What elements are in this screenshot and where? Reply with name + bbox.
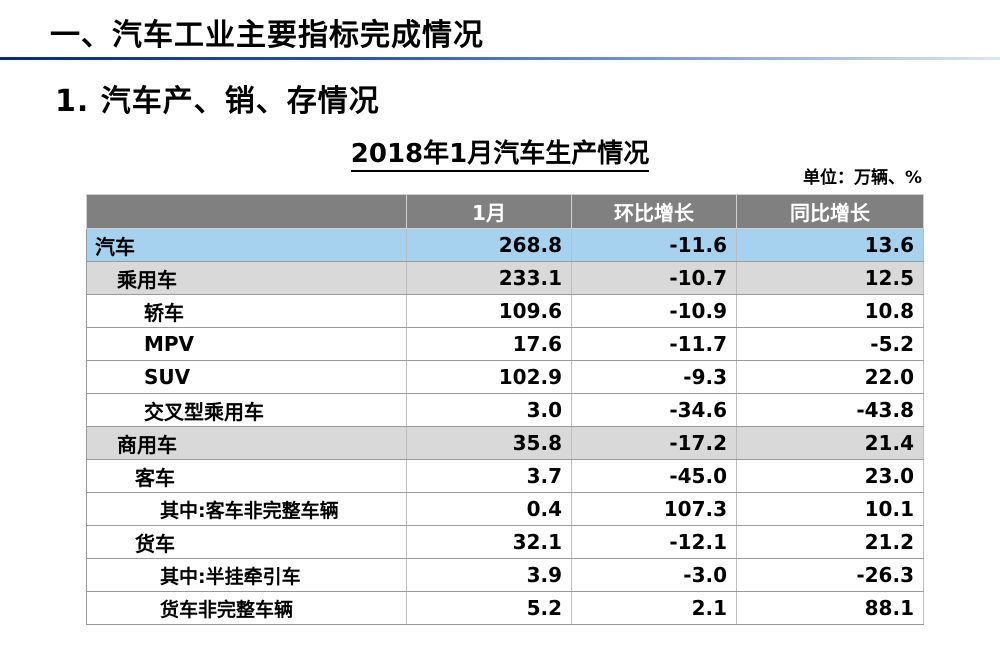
header-blank <box>86 194 407 229</box>
row-month-cell: 3.7 <box>406 459 572 493</box>
row-name-cell: 乘用车 <box>86 261 407 295</box>
row-mom-cell: -45.0 <box>571 459 737 493</box>
row-mom-cell: -10.7 <box>571 261 737 295</box>
row-yoy-cell: 12.5 <box>736 261 924 295</box>
row-name-cell: 汽车 <box>86 228 407 262</box>
row-yoy-cell: 13.6 <box>736 228 924 262</box>
row-yoy-cell: 21.2 <box>736 525 924 559</box>
row-month-cell: 32.1 <box>406 525 572 559</box>
row-yoy-cell: 10.8 <box>736 294 924 328</box>
row-mom-cell: -9.3 <box>571 360 737 394</box>
row-mom-cell: -17.2 <box>571 426 737 460</box>
row-mom-cell: -12.1 <box>571 525 737 559</box>
table-header-row: 1月 环比增长 同比增长 <box>86 194 924 229</box>
table-row: 乘用车 233.1 -10.7 12.5 <box>86 261 924 295</box>
row-name-cell: SUV <box>86 360 407 394</box>
header-month: 1月 <box>406 194 572 229</box>
row-yoy-cell: -26.3 <box>736 558 924 592</box>
row-yoy-cell: -5.2 <box>736 327 924 361</box>
unit-label: 单位：万辆、% <box>802 168 922 188</box>
row-yoy-cell: 88.1 <box>736 591 924 625</box>
table-body: 汽车 268.8 -11.6 13.6 乘用车 233.1 -10.7 12.5 轿车 109.6… <box>86 228 924 625</box>
row-mom-cell: -11.6 <box>571 228 737 262</box>
row-yoy-cell: -43.8 <box>736 393 924 427</box>
row-mom-cell: -10.9 <box>571 294 737 328</box>
row-name-cell: 其中:半挂牵引车 <box>86 558 407 592</box>
row-month-cell: 3.0 <box>406 393 572 427</box>
row-name-cell: 交叉型乘用车 <box>86 393 407 427</box>
row-yoy-cell: 10.1 <box>736 492 924 526</box>
row-name-cell: 货车非完整车辆 <box>86 591 407 625</box>
row-mom-cell: 2.1 <box>571 591 737 625</box>
row-name-cell: 货车 <box>86 525 407 559</box>
row-yoy-cell: 23.0 <box>736 459 924 493</box>
table-row: MPV 17.6 -11.7 -5.2 <box>86 327 924 361</box>
table-row: 交叉型乘用车 3.0 -34.6 -43.8 <box>86 393 924 427</box>
table-title-wrap: 2018年1月汽车生产情况 <box>0 133 1000 172</box>
section-heading: 1. 汽车产、销、存情况 <box>55 84 380 119</box>
table-row: 其中:客车非完整车辆 0.4 107.3 10.1 <box>86 492 924 526</box>
row-month-cell: 3.9 <box>406 558 572 592</box>
row-name-cell: 轿车 <box>86 294 407 328</box>
row-mom-cell: 107.3 <box>571 492 737 526</box>
row-mom-cell: -11.7 <box>571 327 737 361</box>
row-name-cell: 客车 <box>86 459 407 493</box>
row-mom-cell: -34.6 <box>571 393 737 427</box>
row-month-cell: 35.8 <box>406 426 572 460</box>
table-row: SUV 102.9 -9.3 22.0 <box>86 360 924 394</box>
row-month-cell: 17.6 <box>406 327 572 361</box>
table-row: 其中:半挂牵引车 3.9 -3.0 -26.3 <box>86 558 924 592</box>
row-name-cell: 其中:客车非完整车辆 <box>86 492 407 526</box>
row-month-cell: 5.2 <box>406 591 572 625</box>
table-row: 轿车 109.6 -10.9 10.8 <box>86 294 924 328</box>
table-row: 商用车 35.8 -17.2 21.4 <box>86 426 924 460</box>
header-mom: 环比增长 <box>571 194 737 229</box>
table-row: 客车 3.7 -45.0 23.0 <box>86 459 924 493</box>
slide-heading: 一、汽车工业主要指标完成情况 <box>50 18 484 53</box>
table-row: 货车 32.1 -12.1 21.2 <box>86 525 924 559</box>
table-row: 汽车 268.8 -11.6 13.6 <box>86 228 924 262</box>
row-month-cell: 0.4 <box>406 492 572 526</box>
row-name-cell: MPV <box>86 327 407 361</box>
table-title: 2018年1月汽车生产情况 <box>350 139 650 172</box>
row-name-cell: 商用车 <box>86 426 407 460</box>
row-month-cell: 109.6 <box>406 294 572 328</box>
row-month-cell: 268.8 <box>406 228 572 262</box>
title-divider <box>0 57 1000 60</box>
table-row: 货车非完整车辆 5.2 2.1 88.1 <box>86 591 924 625</box>
row-month-cell: 233.1 <box>406 261 572 295</box>
row-mom-cell: -3.0 <box>571 558 737 592</box>
header-yoy: 同比增长 <box>736 194 924 229</box>
row-yoy-cell: 21.4 <box>736 426 924 460</box>
production-table: 1月 环比增长 同比增长 汽车 268.8 -11.6 13.6 乘用车 233.1 -10… <box>86 194 924 625</box>
row-month-cell: 102.9 <box>406 360 572 394</box>
row-yoy-cell: 22.0 <box>736 360 924 394</box>
